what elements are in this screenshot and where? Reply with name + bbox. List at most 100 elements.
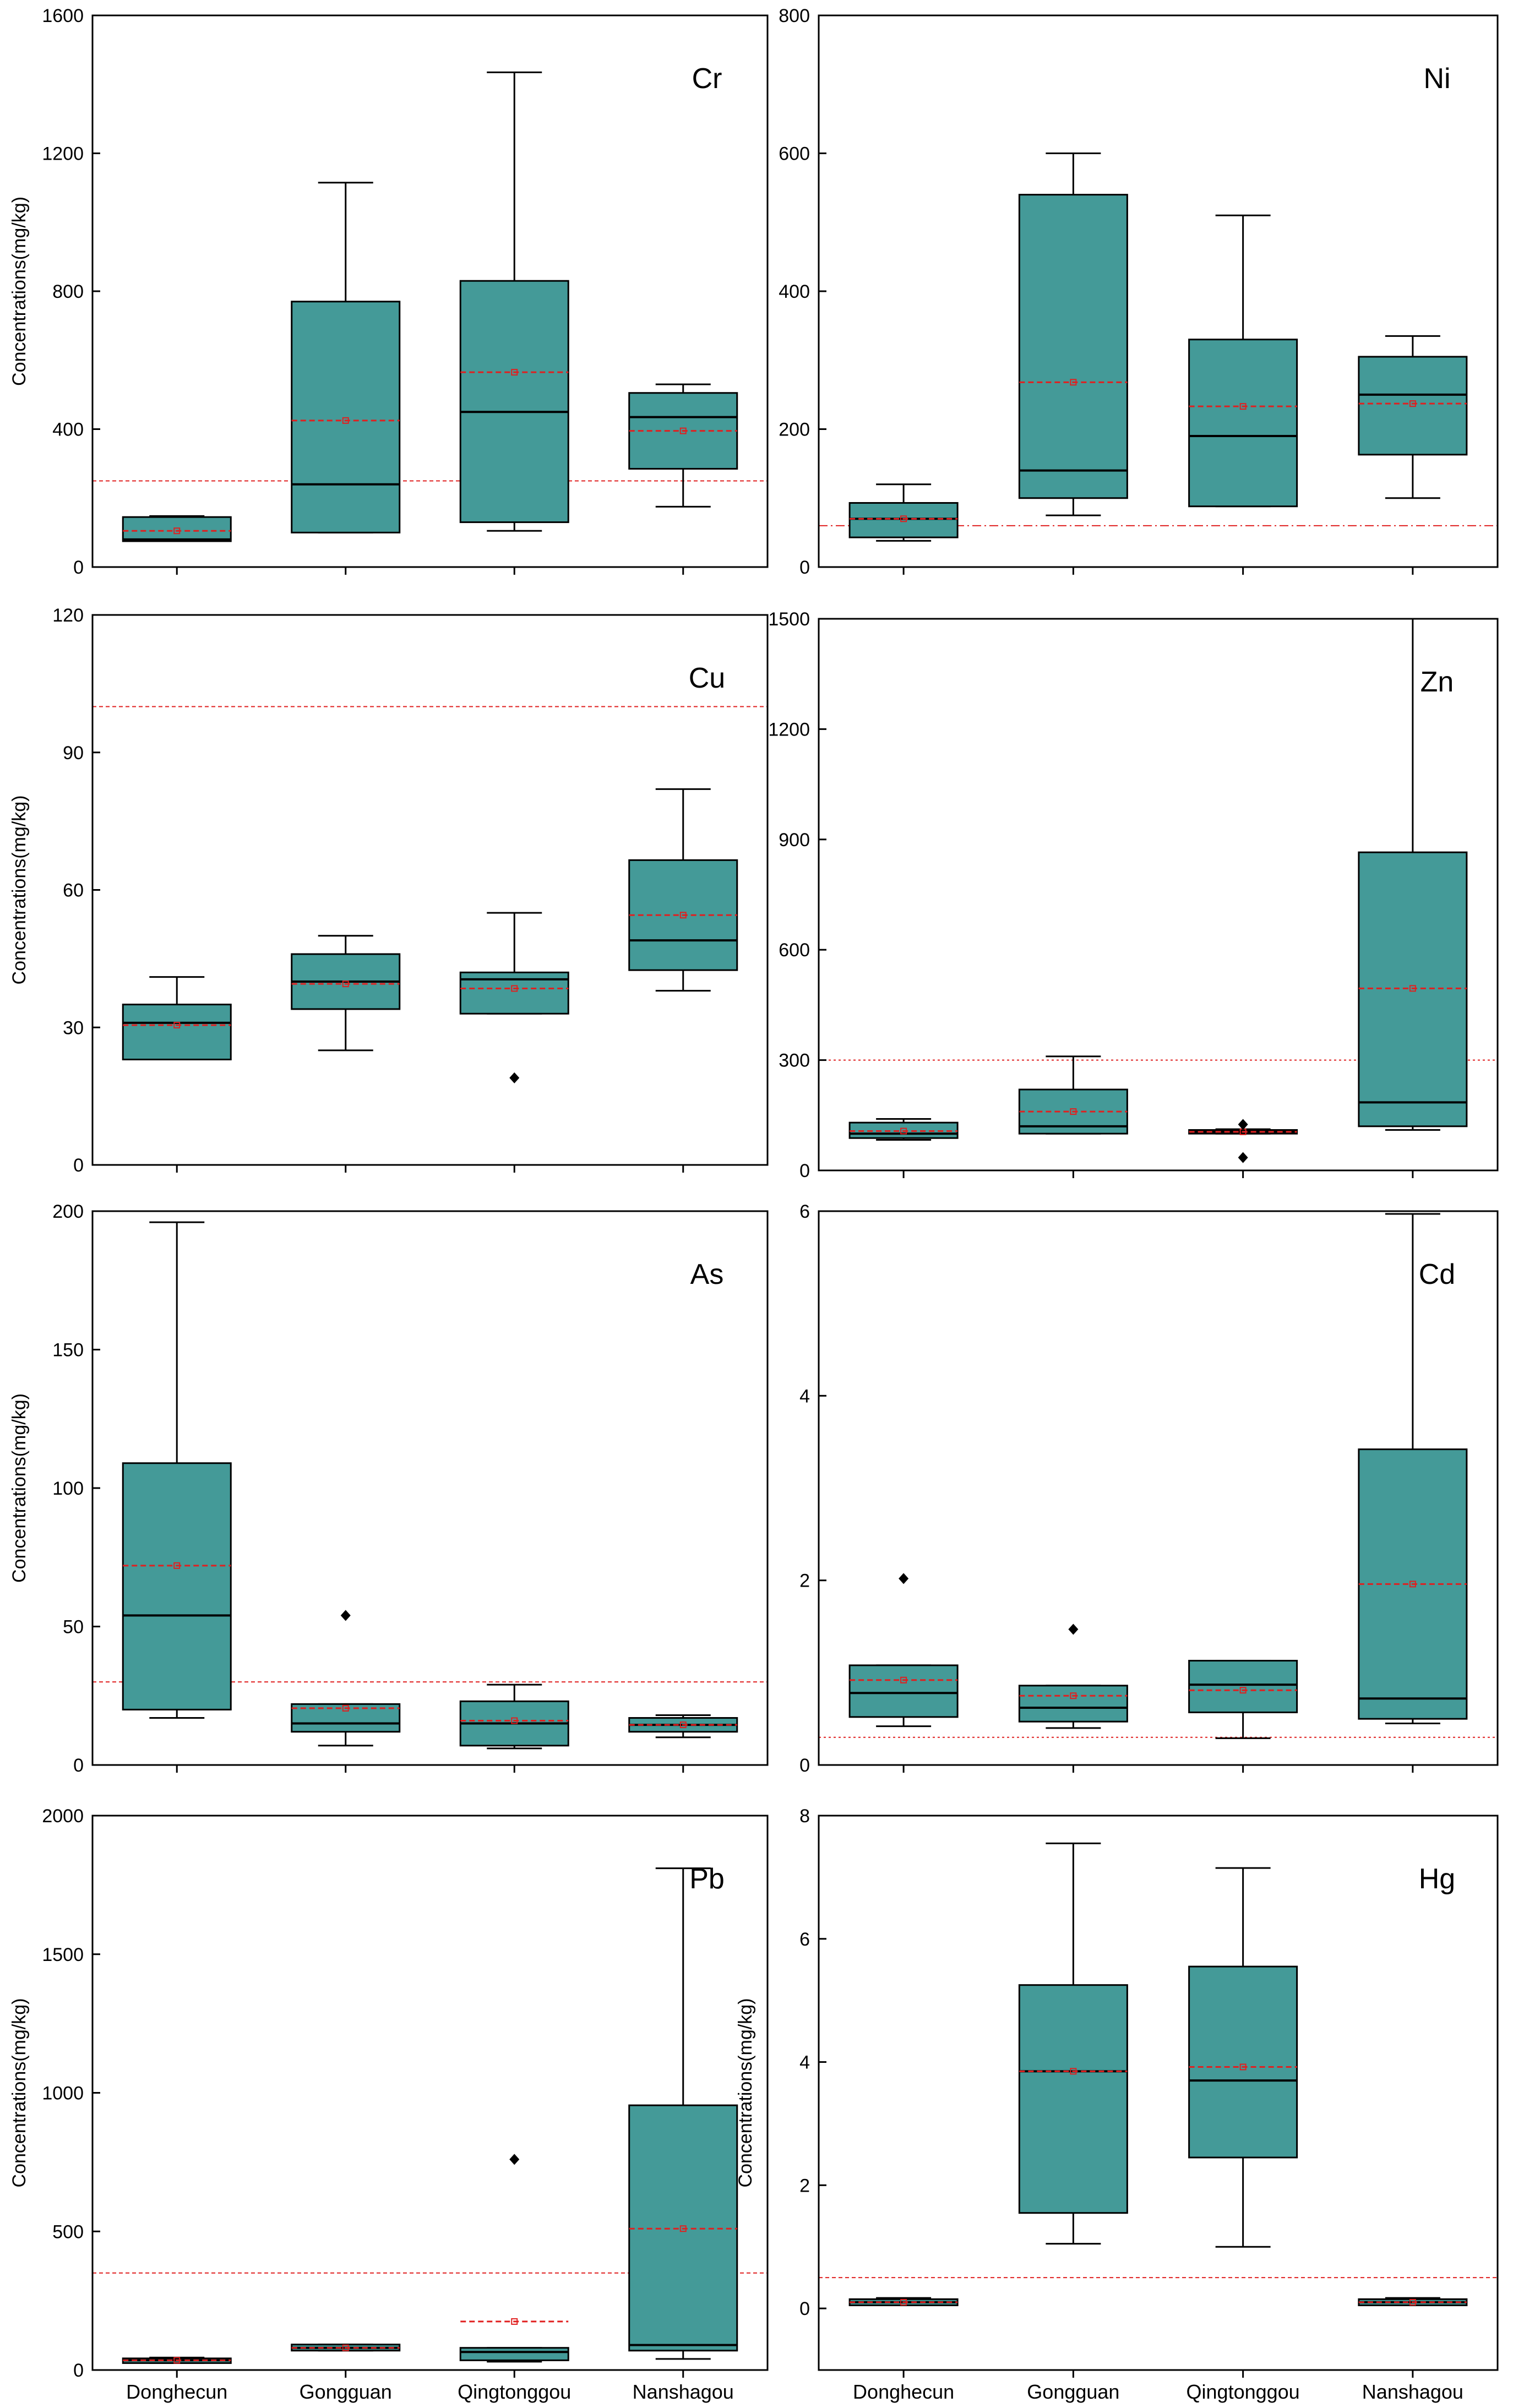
- y-tick-label: 800: [779, 6, 810, 26]
- plot-frame: [818, 1815, 1499, 2371]
- mean-marker: [679, 912, 687, 919]
- outlier-point: [1238, 1119, 1248, 1130]
- box-iqr: [848, 1664, 959, 1718]
- box-gongguan: [1018, 1842, 1128, 2245]
- box-gongguan: [291, 1610, 401, 1747]
- chart-panel-pb: 0 500 1000 1500 2000 Donghecun Gongguan Qington…: [9, 1806, 769, 2403]
- y-tick-label: 0: [73, 2360, 84, 2381]
- y-tick-label: 800: [52, 281, 84, 302]
- y-tick-label: 1200: [42, 144, 84, 165]
- y-tick-label: 0: [73, 1155, 84, 1176]
- box-gongguan: [291, 182, 401, 533]
- box-qingtonggou: [1188, 1119, 1298, 1163]
- box-gongguan: [291, 935, 401, 1052]
- element-label: As: [690, 1259, 724, 1290]
- chart-panel-as: 0 50 100 150 200 As Concentrations(mg/kg): [9, 1201, 769, 1776]
- outlier-point: [340, 1610, 351, 1621]
- mean-marker: [342, 417, 349, 424]
- mean-marker: [1409, 985, 1416, 992]
- mean-marker: [900, 1127, 907, 1135]
- mean-marker: [1070, 379, 1077, 386]
- mean-marker: [1070, 1692, 1077, 1699]
- box-iqr: [1358, 356, 1468, 456]
- box-nanshagou: [1358, 2297, 1468, 2307]
- mean-marker: [511, 1717, 518, 1724]
- y-tick-label: 500: [52, 2221, 84, 2242]
- box-iqr: [459, 2347, 569, 2361]
- box-iqr: [1018, 194, 1128, 499]
- box-gongguan: [1018, 152, 1128, 516]
- mean-marker: [342, 1704, 349, 1712]
- box-iqr: [291, 301, 401, 533]
- plot-frame: [818, 1210, 1499, 1766]
- mean-marker: [342, 2344, 349, 2351]
- y-tick-label: 90: [63, 743, 84, 764]
- x-tick-label: Qingtonggou: [458, 2380, 571, 2403]
- x-tick-label: Gongguan: [1027, 2380, 1119, 2403]
- mean-marker: [679, 2225, 687, 2232]
- element-label: Hg: [1419, 1863, 1455, 1895]
- plot-frame: [818, 618, 1499, 1172]
- mean-marker: [342, 980, 349, 988]
- y-tick-label: 0: [799, 2298, 810, 2319]
- x-tick-label: Nanshagou: [633, 2380, 734, 2403]
- box-qingtonggou: [459, 71, 569, 532]
- y-tick-label: 400: [52, 420, 84, 440]
- y-tick-label: 1000: [42, 2083, 84, 2104]
- y-tick-label: 400: [779, 281, 810, 302]
- y-tick-label: 0: [73, 1755, 84, 1776]
- box-qingtonggou: [1188, 214, 1298, 508]
- y-tick-label: 60: [63, 880, 84, 901]
- box-iqr: [122, 1004, 232, 1061]
- box-iqr: [1018, 1685, 1128, 1723]
- mean-marker: [173, 2357, 181, 2364]
- y-tick-label: 600: [779, 940, 810, 961]
- y-tick-label: 1600: [42, 6, 84, 26]
- mean-marker: [1409, 400, 1416, 407]
- box-nanshagou: [628, 1867, 738, 2360]
- box-iqr: [459, 280, 569, 524]
- box-qingtonggou: [1188, 1660, 1298, 1739]
- y-tick-label: 0: [799, 1161, 810, 1181]
- mean-marker: [1239, 403, 1247, 410]
- box-nanshagou: [628, 1714, 738, 1739]
- y-tick-label: 50: [63, 1617, 84, 1638]
- chart-panel-cr: 0 400 800 1200 1600 Cr Concentrations(mg/kg): [9, 6, 769, 578]
- box-donghecun: [848, 1118, 959, 1141]
- mean-marker: [1070, 1108, 1077, 1115]
- mean-marker: [1239, 1687, 1247, 1694]
- outlier-point: [1068, 1624, 1079, 1635]
- mean-marker: [511, 2318, 518, 2325]
- element-label: Cr: [692, 63, 722, 95]
- mean-marker: [679, 427, 687, 434]
- mean-marker: [900, 1676, 907, 1684]
- box-donghecun: [122, 976, 232, 1061]
- x-tick-label: Donghecun: [126, 2380, 227, 2403]
- box-qingtonggou: [459, 912, 569, 1083]
- y-tick-label: 120: [52, 605, 84, 626]
- box-iqr: [1188, 1660, 1298, 1713]
- chart-panel-hg: 0 2 4 6 8 Donghecun Gongguan Qingtonggou Nanshag…: [735, 1806, 1499, 2403]
- box-iqr: [848, 502, 959, 538]
- mean-marker: [1409, 1581, 1416, 1588]
- y-tick-label: 30: [63, 1017, 84, 1038]
- y-tick-label: 900: [779, 830, 810, 851]
- y-tick-label: 150: [52, 1340, 84, 1361]
- box-gongguan: [1018, 1055, 1128, 1135]
- box-iqr: [1188, 339, 1298, 508]
- y-tick-label: 2000: [42, 1806, 84, 1827]
- box-donghecun: [122, 1221, 232, 1719]
- box-donghecun: [122, 2356, 232, 2364]
- y-tick-label: 100: [52, 1478, 84, 1499]
- outlier-point: [899, 1573, 909, 1584]
- y-tick-label: 6: [799, 1929, 810, 1950]
- box-nanshagou: [1358, 335, 1468, 499]
- y-tick-label: 300: [779, 1050, 810, 1071]
- y-tick-label: 0: [799, 1755, 810, 1776]
- outlier-point: [509, 1072, 520, 1083]
- mean-marker: [173, 1562, 181, 1569]
- mean-marker: [511, 985, 518, 992]
- y-tick-label: 1500: [768, 609, 810, 630]
- chart-panel-cu: 0 30 60 90 120 Cu Concentrations(mg/kg): [9, 605, 769, 1176]
